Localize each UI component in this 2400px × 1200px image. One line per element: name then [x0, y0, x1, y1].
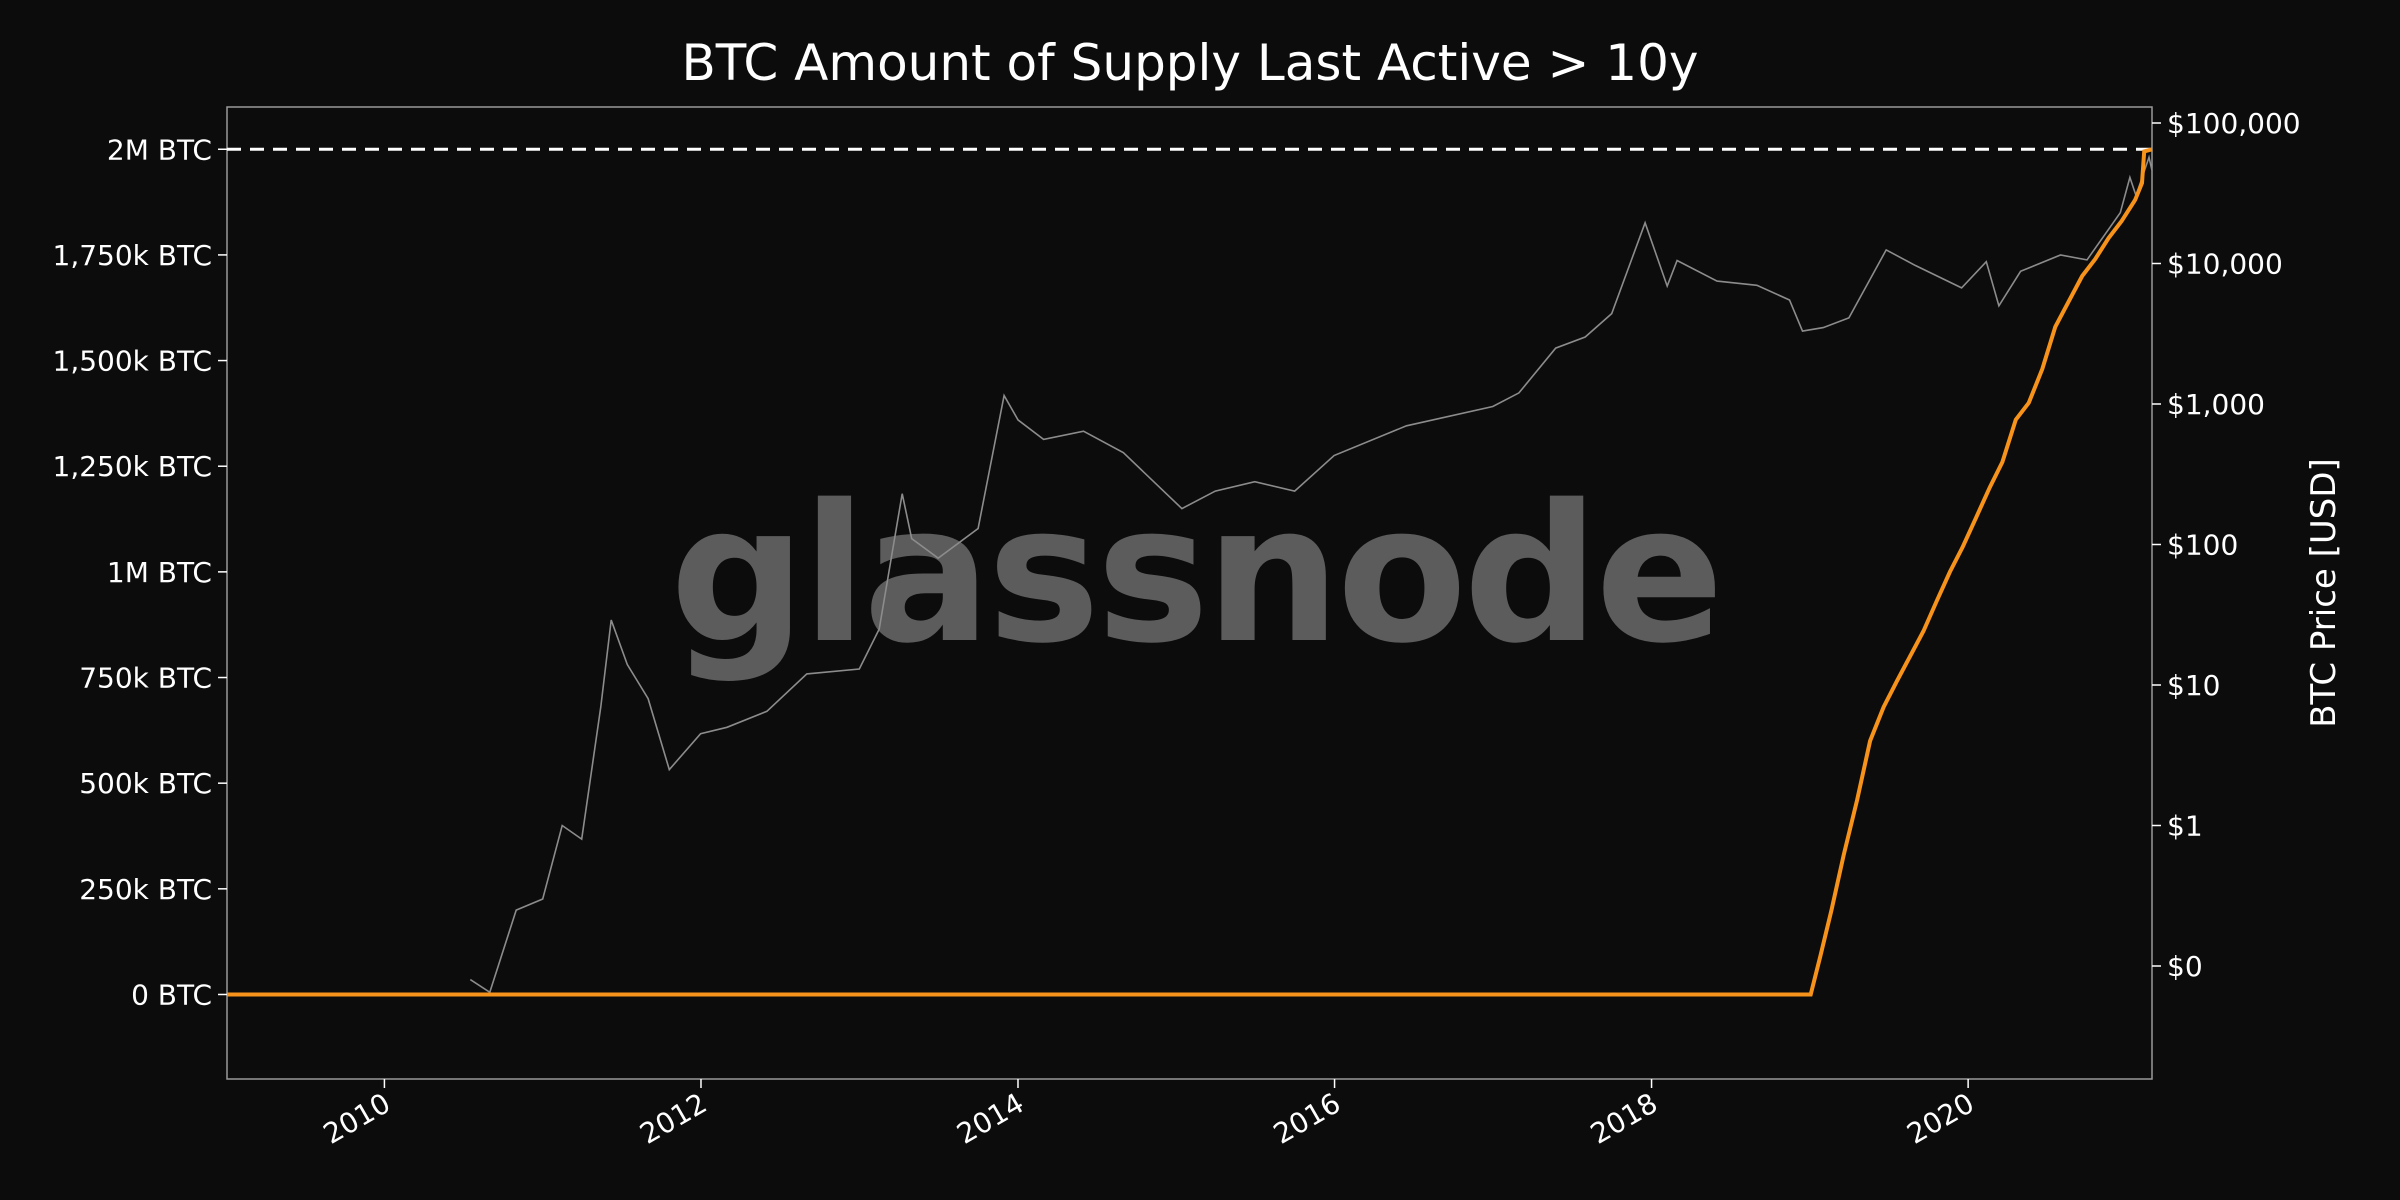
series-supply-line — [227, 147, 2153, 997]
chart-title: BTC Amount of Supply Last Active > 10y — [681, 34, 1698, 92]
left-tick-label: 1,750k BTC — [53, 239, 213, 272]
right-tick-label: $100 — [2167, 529, 2238, 562]
right-axis-label: BTC Price [USD] — [2304, 458, 2344, 728]
x-tick-label: 2018 — [1585, 1086, 1663, 1150]
right-tick-label: $1,000 — [2167, 388, 2265, 421]
left-tick-label: 500k BTC — [79, 767, 212, 800]
right-tick-label: $0 — [2167, 950, 2203, 983]
left-tick-label: 250k BTC — [79, 873, 212, 906]
x-tick-label: 2010 — [318, 1086, 396, 1150]
left-tick-label: 1,250k BTC — [53, 450, 213, 483]
right-tick-label: $10,000 — [2167, 248, 2283, 281]
x-tick-label: 2020 — [1901, 1086, 1979, 1150]
right-axis: $0 $1 $10 $100 $1,000 $10,000 $100,000 — [2152, 107, 2301, 983]
watermark: glassnode — [670, 464, 1720, 685]
right-tick-label: $1 — [2167, 810, 2203, 843]
x-tick-label: 2016 — [1268, 1086, 1346, 1150]
left-tick-label: 0 BTC — [131, 978, 212, 1011]
left-tick-label: 1M BTC — [107, 556, 212, 589]
right-tick-label: $100,000 — [2167, 107, 2301, 140]
left-tick-label: 2M BTC — [107, 133, 212, 166]
x-axis: 2010 2012 2014 2016 2018 2020 — [318, 1079, 1980, 1151]
series-price-line — [469, 154, 2153, 994]
x-tick-label: 2014 — [951, 1086, 1029, 1150]
left-tick-label: 750k BTC — [79, 662, 212, 695]
left-tick-label: 1,500k BTC — [53, 345, 213, 378]
right-tick-label: $10 — [2167, 669, 2220, 702]
x-tick-label: 2012 — [634, 1086, 712, 1150]
left-axis: 0 BTC 250k BTC 500k BTC 750k BTC 1M BTC 1,250… — [53, 133, 227, 1011]
